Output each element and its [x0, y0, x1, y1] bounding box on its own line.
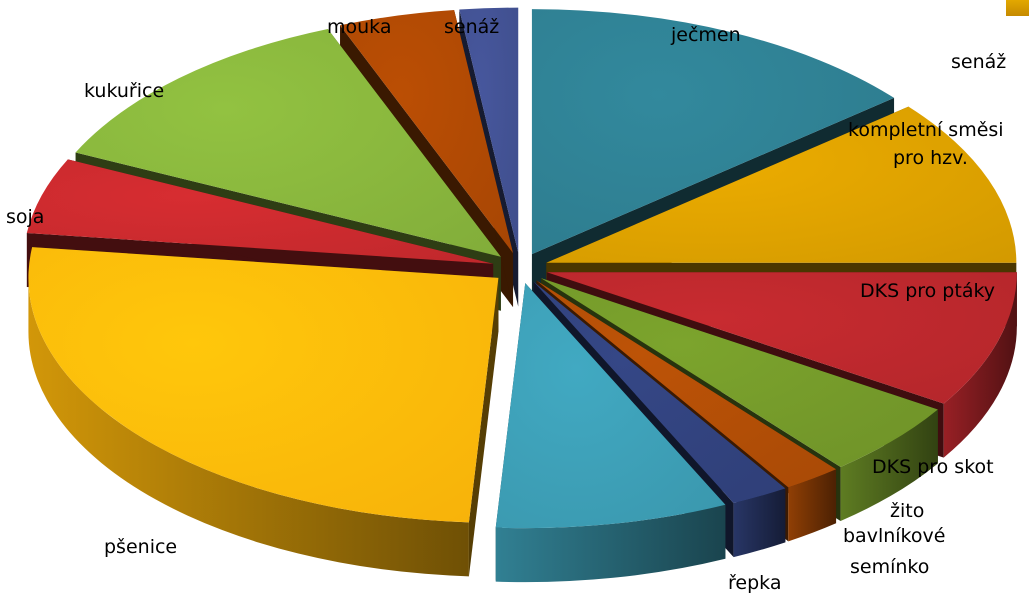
pie-labels: ječmen kompletní směsi pro hzv. DKS pro ptá… — [6, 16, 1004, 594]
data-label-psenice: pšenice — [104, 536, 177, 558]
pie-slice-psenice — [28, 247, 499, 577]
data-label-zito: žito — [890, 500, 924, 522]
data-label-soja: soja — [6, 206, 44, 228]
data-label-kompletni-smesi-pro-hzv-line1: kompletní směsi — [848, 119, 1004, 141]
data-label-bavlnikove-seminko-line1: bavlníkové — [843, 525, 945, 547]
data-label-repka: řepka — [728, 572, 781, 594]
data-label-kompletni-smesi-pro-hzv-line2: pro hzv. — [893, 147, 968, 169]
data-label-mouka: mouka — [327, 16, 392, 38]
data-label-dks-pro-skot: DKS pro skot — [872, 456, 994, 478]
data-label-senaz: senáž — [444, 16, 499, 38]
pie-slice-repka — [495, 283, 726, 583]
data-label-jecmen: ječmen — [670, 24, 741, 46]
data-label-kukurice: kukuřice — [84, 80, 164, 102]
data-label-dks-pro-ptaky: DKS pro ptáky — [860, 280, 995, 302]
data-label-bavlnikove-seminko-line2: semínko — [850, 556, 929, 578]
legend-swatch-senaz — [1006, 0, 1029, 16]
